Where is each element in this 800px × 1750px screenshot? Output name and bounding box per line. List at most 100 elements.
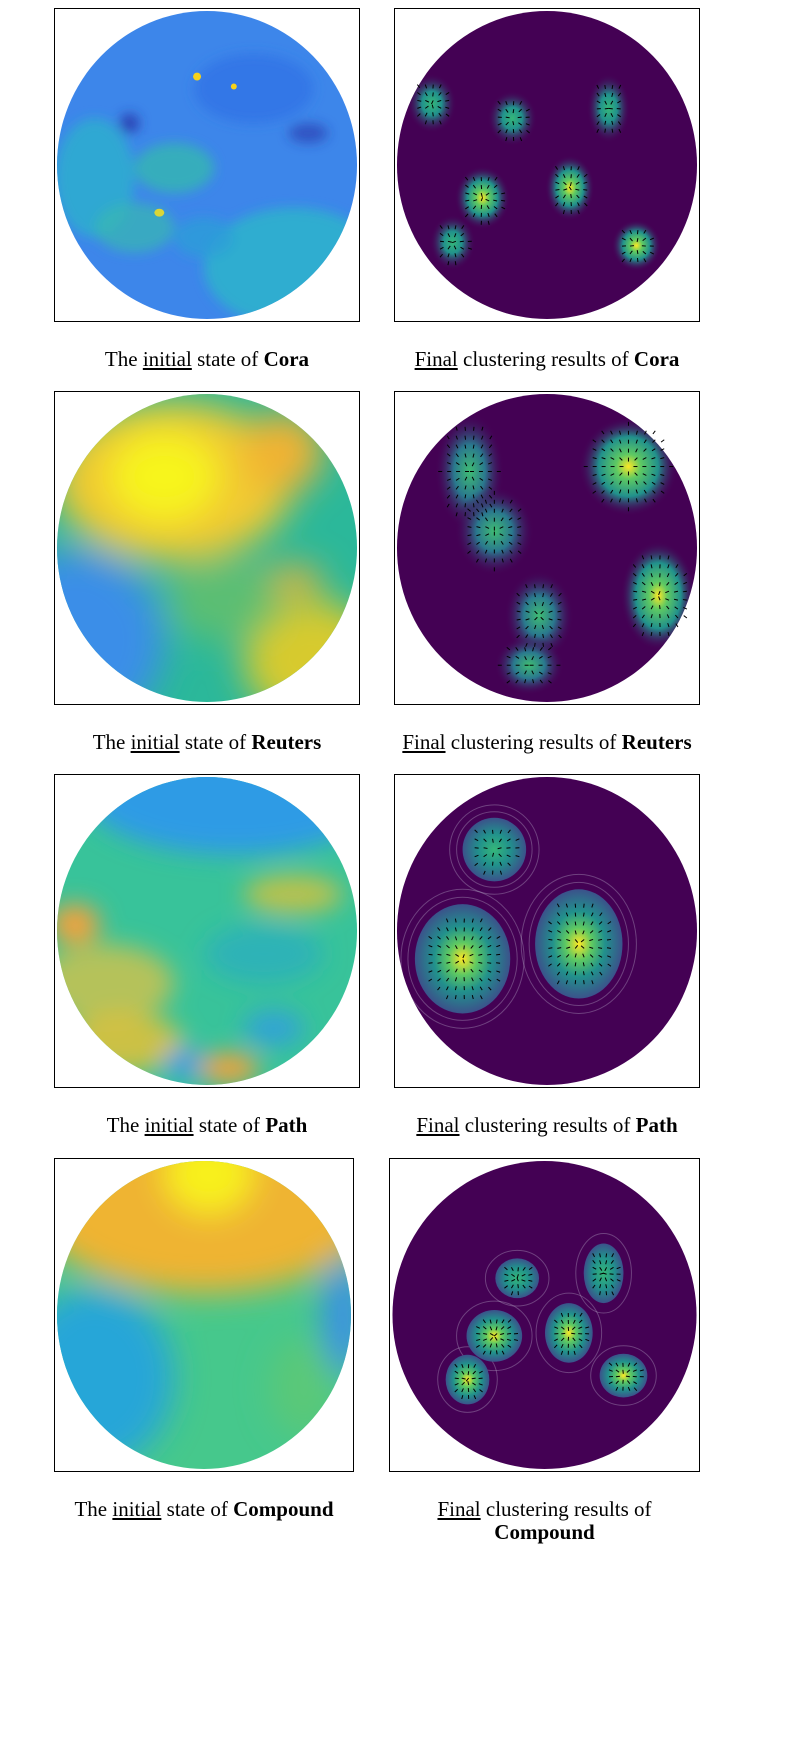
quiver-arrow bbox=[489, 503, 493, 508]
quiver-arrow bbox=[525, 601, 529, 606]
initial-state-panel-reuters bbox=[54, 391, 360, 705]
quiver-arrow bbox=[471, 1377, 476, 1380]
quiver-arrow bbox=[619, 439, 622, 444]
quiver-arrow bbox=[492, 852, 495, 857]
quiver-arrow bbox=[428, 978, 433, 982]
quiver-arrow bbox=[639, 1369, 644, 1372]
quiver-arrow bbox=[446, 969, 450, 973]
quiver-arrow bbox=[473, 1388, 477, 1393]
quiver-arrow bbox=[476, 541, 480, 545]
quiver-arrow bbox=[565, 903, 568, 908]
quiver-arrow bbox=[598, 930, 603, 933]
quiver-arrow bbox=[471, 927, 474, 932]
quiver-arrow bbox=[574, 939, 579, 943]
quiver-arrow bbox=[455, 477, 460, 481]
quiver-arrow bbox=[629, 258, 632, 263]
caption-dataset-name: Reuters bbox=[621, 730, 692, 754]
quiver-arrow bbox=[506, 680, 511, 684]
quiver-arrow bbox=[560, 1319, 564, 1324]
quiver-arrow bbox=[547, 655, 552, 659]
quiver-arrow bbox=[532, 647, 535, 652]
quiver-arrow bbox=[454, 927, 457, 932]
quiver-arrow bbox=[592, 490, 597, 494]
quiver-arrow bbox=[610, 457, 615, 460]
quiver-arrow bbox=[641, 573, 645, 577]
quiver-arrow bbox=[556, 921, 561, 925]
quiver-arrow bbox=[488, 444, 493, 449]
quiver-arrow bbox=[635, 480, 638, 485]
quiver-arrow bbox=[538, 655, 543, 659]
quiver-arrow bbox=[499, 526, 504, 529]
quiver-arrow bbox=[616, 1266, 621, 1270]
quiver-arrow bbox=[534, 610, 538, 615]
quiver-arrow bbox=[610, 430, 613, 435]
quiver-arrow bbox=[479, 936, 483, 940]
quiver-arrow bbox=[471, 462, 475, 467]
quiver-arrow bbox=[479, 986, 483, 991]
quiver-arrow bbox=[484, 517, 489, 522]
quiver-arrow bbox=[598, 938, 603, 941]
quiver-arrow bbox=[658, 596, 661, 601]
quiver-arrow bbox=[476, 526, 481, 529]
quiver-arrow bbox=[501, 558, 504, 563]
quiver-arrow bbox=[629, 229, 632, 235]
quiver-arrow bbox=[485, 192, 490, 196]
quiver-arrow bbox=[512, 121, 515, 126]
quiver-arrow bbox=[507, 1338, 512, 1341]
quiver-arrow bbox=[507, 1344, 512, 1348]
quiver-arrow bbox=[517, 550, 522, 554]
quiver-arrow bbox=[557, 626, 562, 630]
quiver-arrow bbox=[525, 618, 530, 621]
final-clustering-panel-reuters bbox=[394, 391, 700, 705]
quiver-arrow bbox=[505, 121, 509, 126]
quiver-arrow bbox=[599, 1277, 602, 1282]
quiver-arrow bbox=[632, 1369, 637, 1372]
quiver-arrow bbox=[496, 1350, 498, 1355]
quiver-arrow bbox=[467, 247, 472, 250]
quiver-arrow bbox=[517, 526, 522, 528]
quiver-arrow bbox=[651, 457, 656, 460]
quiver-arrow bbox=[469, 953, 474, 957]
quiver-arrow bbox=[431, 104, 434, 109]
quiver-arrow bbox=[483, 829, 486, 834]
quiver-arrow bbox=[461, 253, 465, 258]
quiver-arrow bbox=[615, 1362, 619, 1367]
quiver-arrow bbox=[478, 961, 483, 964]
quiver-arrow bbox=[540, 610, 544, 615]
quiver-arrow bbox=[562, 174, 566, 179]
quiver-arrow bbox=[548, 955, 553, 958]
quiver-arrow bbox=[461, 1377, 466, 1380]
quiver-arrow bbox=[582, 912, 585, 917]
quiver-arrow bbox=[635, 448, 638, 453]
quiver-arrow bbox=[474, 854, 479, 858]
quiver-arrow bbox=[675, 623, 679, 628]
quiver-arrow bbox=[487, 978, 492, 982]
quiver-arrow bbox=[482, 1326, 487, 1330]
quiver-arrow bbox=[582, 962, 585, 967]
quiver-arrow bbox=[437, 936, 441, 940]
quiver-arrow bbox=[591, 980, 594, 985]
quiver-arrow bbox=[464, 494, 467, 499]
quiver-arrow bbox=[487, 212, 490, 218]
quiver-arrow bbox=[562, 202, 566, 207]
quiver-arrow bbox=[487, 176, 490, 182]
quiver-arrow bbox=[573, 1343, 576, 1348]
quiver-arrow bbox=[599, 1284, 602, 1289]
quiver-arrow bbox=[610, 481, 614, 485]
quiver-arrow bbox=[591, 903, 594, 908]
quiver-arrow bbox=[582, 930, 585, 935]
quiver-arrow bbox=[605, 1260, 608, 1265]
quiver-arrow bbox=[610, 439, 614, 444]
quiver-arrow bbox=[601, 457, 606, 460]
caption-middle: state of bbox=[179, 730, 252, 754]
quiver-arrow bbox=[425, 99, 430, 103]
quiver-arrow bbox=[454, 1388, 459, 1393]
quiver-arrow bbox=[431, 100, 434, 105]
quiver-arrow bbox=[473, 199, 478, 202]
quiver-arrow bbox=[632, 564, 637, 568]
quiver-arrow bbox=[455, 953, 460, 957]
quiver-arrow bbox=[547, 672, 552, 675]
quiver-arrow bbox=[488, 486, 493, 490]
quiver-arrow bbox=[562, 166, 565, 171]
quiver-arrow bbox=[643, 448, 647, 452]
